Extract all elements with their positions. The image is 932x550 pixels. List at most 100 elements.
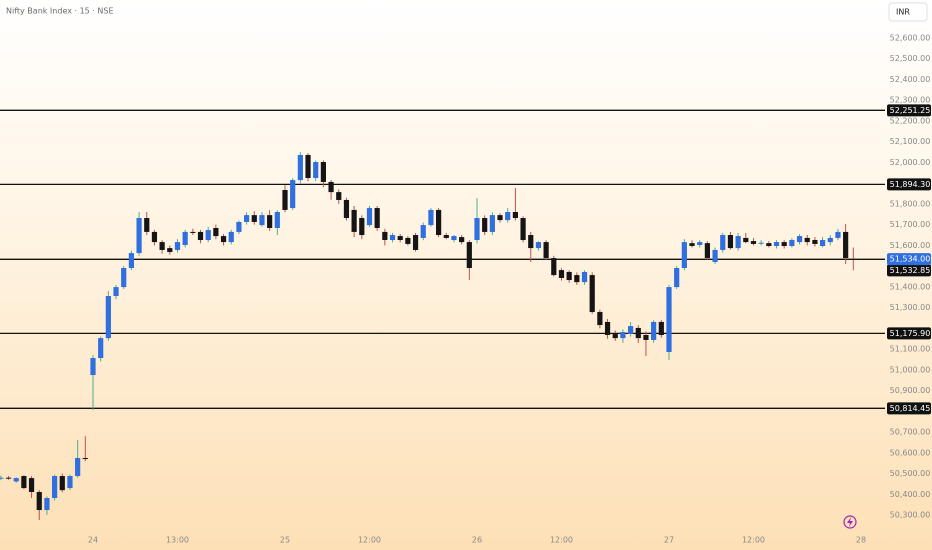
currency-button[interactable] bbox=[888, 2, 928, 22]
alert-icon[interactable] bbox=[843, 515, 857, 529]
candle-body bbox=[681, 242, 687, 269]
candle-body bbox=[343, 199, 350, 219]
candle-body bbox=[528, 235, 534, 249]
candle-body bbox=[620, 332, 626, 339]
candle-body bbox=[313, 162, 319, 178]
candle-body bbox=[512, 212, 518, 219]
level-label-bg bbox=[887, 104, 931, 117]
y-tick-label: 52,400.00 bbox=[890, 75, 931, 84]
candle-body bbox=[82, 457, 88, 460]
candle-body bbox=[282, 190, 288, 210]
y-tick-label: 50,400.00 bbox=[890, 490, 931, 499]
candle-body bbox=[658, 321, 664, 335]
candle-body bbox=[597, 311, 603, 326]
candle-body bbox=[5, 477, 12, 479]
y-tick-label: 50,300.00 bbox=[890, 511, 931, 520]
candle-body bbox=[766, 243, 772, 247]
candle-body bbox=[543, 242, 549, 259]
candle-body bbox=[643, 334, 649, 340]
level-label-bg bbox=[887, 178, 931, 191]
y-tick-label: 52,300.00 bbox=[890, 96, 931, 105]
candle-body bbox=[366, 208, 373, 226]
candle-body bbox=[382, 231, 388, 241]
candle-body bbox=[412, 235, 419, 250]
candle-body bbox=[612, 333, 618, 339]
candle-body bbox=[121, 268, 127, 288]
candle-body bbox=[459, 237, 465, 243]
candle-body bbox=[428, 209, 434, 226]
candle-body bbox=[374, 208, 380, 228]
last-price-label: 51,534.00 bbox=[890, 255, 931, 264]
candle-body bbox=[389, 235, 396, 241]
candle-body bbox=[144, 218, 150, 232]
candle-body bbox=[474, 218, 480, 241]
candle-body bbox=[743, 237, 749, 243]
candle-body bbox=[28, 478, 35, 492]
candle-body bbox=[651, 321, 657, 340]
candle-body bbox=[105, 296, 111, 339]
candle-body bbox=[52, 476, 58, 499]
candle-body bbox=[259, 215, 265, 226]
level-label: 52,251.25 bbox=[890, 106, 931, 115]
candle-body bbox=[182, 231, 188, 245]
candle-body bbox=[274, 212, 280, 228]
y-tick-label: 51,300.00 bbox=[890, 303, 931, 312]
candle-body bbox=[75, 457, 81, 477]
y-tick-label: 50,700.00 bbox=[890, 428, 931, 437]
candle-body bbox=[443, 235, 449, 238]
candle-body bbox=[628, 326, 634, 334]
candle-body bbox=[835, 231, 841, 238]
candle-body bbox=[220, 236, 227, 243]
candle-body bbox=[205, 230, 211, 241]
candle-body bbox=[604, 321, 611, 335]
candle-body bbox=[213, 227, 219, 237]
candle-body bbox=[251, 215, 257, 222]
candle-body bbox=[359, 218, 365, 236]
level-label: 51,894.30 bbox=[890, 180, 931, 189]
candle-body bbox=[244, 215, 250, 222]
x-tick-label: 13:00 bbox=[166, 536, 189, 545]
candle-body bbox=[551, 258, 557, 276]
candle-body bbox=[59, 476, 65, 491]
candle-body bbox=[297, 154, 303, 181]
currency-label[interactable]: INR bbox=[896, 8, 910, 17]
candle-body bbox=[827, 237, 833, 243]
candle-body bbox=[451, 236, 457, 241]
candle-body bbox=[290, 180, 296, 209]
y-tick-label: 52,600.00 bbox=[890, 34, 931, 43]
candle-body bbox=[773, 242, 780, 247]
candle-body bbox=[758, 242, 764, 244]
y-tick-label: 52,000.00 bbox=[890, 158, 931, 167]
x-tick-label: 12:00 bbox=[742, 536, 765, 545]
x-tick-label: 24 bbox=[88, 536, 98, 545]
candle-body bbox=[489, 215, 495, 232]
last-price-label-bg bbox=[887, 253, 931, 266]
y-tick-label: 52,500.00 bbox=[890, 54, 931, 63]
candle-body bbox=[558, 270, 565, 278]
candle-body bbox=[44, 498, 50, 511]
y-tick-label: 51,400.00 bbox=[890, 282, 931, 291]
level-label: 51,532.85 bbox=[890, 266, 931, 275]
y-tick-label: 52,100.00 bbox=[890, 137, 931, 146]
candle-body bbox=[436, 209, 442, 236]
candle-body bbox=[704, 243, 710, 259]
candle-body bbox=[67, 476, 73, 489]
candle-body bbox=[789, 240, 795, 247]
candle-body bbox=[236, 221, 242, 232]
candle-body bbox=[497, 215, 503, 221]
candle-body bbox=[267, 215, 273, 228]
candle-body bbox=[712, 249, 718, 262]
candle-body bbox=[351, 209, 357, 232]
x-tick-label: 12:00 bbox=[550, 536, 573, 545]
candle-body bbox=[0, 477, 4, 479]
y-tick-label: 50,500.00 bbox=[890, 469, 931, 478]
candle-body bbox=[128, 253, 134, 269]
candle-body bbox=[136, 218, 142, 254]
candle-body bbox=[697, 242, 703, 245]
candle-body bbox=[482, 218, 488, 232]
y-tick-label: 51,800.00 bbox=[890, 199, 931, 208]
alert-bolt bbox=[847, 517, 853, 527]
candle-body bbox=[589, 275, 595, 312]
candle-body bbox=[735, 236, 741, 249]
candle-body bbox=[850, 258, 856, 260]
